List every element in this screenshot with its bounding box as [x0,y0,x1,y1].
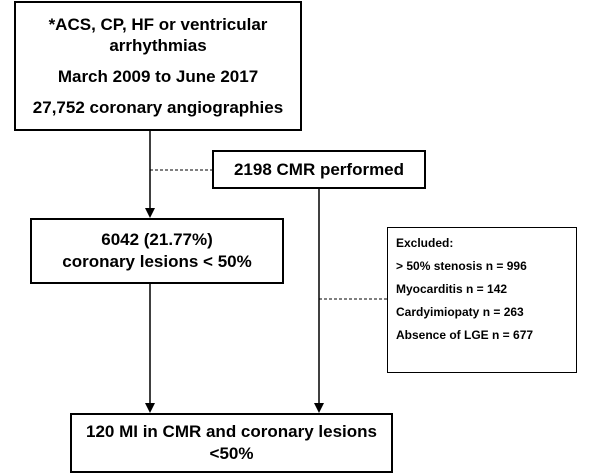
lesions-box-line1: 6042 (21.77%) [101,229,213,249]
cmr-box: 2198 CMR performed [212,150,426,189]
excluded-item-stenosis: > 50% stenosis n = 996 [396,259,527,273]
lesions-box-line2: coronary lesions < 50% [62,252,252,271]
cmr-box-text: 2198 CMR performed [233,159,405,179]
excluded-item-cardiomyopathy: Cardyimiopaty n = 263 [396,305,524,319]
result-box: 120 MI in CMR and coronary lesions <50% [70,413,393,473]
start-box-line1: *ACS, CP, HF or ventricular [48,14,268,34]
start-box: *ACS, CP, HF or ventricular arrhythmias … [14,1,302,131]
result-box-line1: 120 MI in CMR and coronary lesions [86,421,377,441]
excluded-box: Excluded: > 50% stenosis n = 996 Myocard… [387,227,577,373]
start-box-period: March 2009 to June 2017 [57,67,259,86]
lesions-box: 6042 (21.77%) coronary lesions < 50% [30,218,284,284]
excluded-item-myocarditis: Myocarditis n = 142 [396,282,508,296]
excluded-box-title: Excluded: [396,236,454,250]
excluded-item-lge: Absence of LGE n = 677 [396,328,534,342]
start-box-line2: arrhythmias [109,35,207,55]
result-box-line2: <50% [209,444,254,463]
start-box-count: 27,752 coronary angiographies [32,98,284,118]
